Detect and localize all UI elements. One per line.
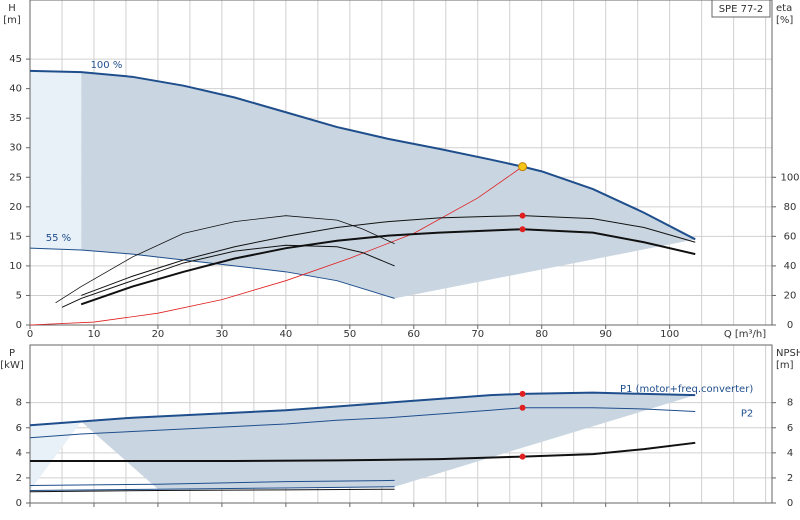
y-tick-label: 40 [9, 84, 22, 95]
operating-range-extension [30, 421, 82, 491]
y2-tick-label: 4 [787, 448, 793, 459]
y2-axis-label: NPSH [776, 348, 800, 359]
operating-point [519, 453, 526, 460]
y2-tick-label: 60 [784, 231, 797, 242]
operating-point [519, 212, 526, 219]
y-axis-label: H [8, 3, 16, 14]
y-tick-label: 4 [16, 448, 22, 459]
curve-label: P2 [741, 408, 753, 419]
y2-tick-label: 2 [787, 473, 793, 484]
y2-tick-label: 0 [787, 498, 793, 509]
x-tick-label: 70 [471, 329, 484, 340]
y-tick-label: 25 [9, 172, 22, 183]
y2-tick-label: 0 [787, 320, 793, 331]
x-tick-label: 10 [88, 329, 101, 340]
x-tick-label: 40 [279, 329, 292, 340]
curve [29, 488, 395, 493]
operating-range-extension [30, 70, 82, 250]
y2-tick-label: 40 [784, 261, 797, 272]
y-axis-label: [m] [3, 15, 21, 26]
y-tick-label: 15 [9, 231, 22, 242]
y-tick-label: 2 [16, 473, 22, 484]
x-tick-label: 80 [535, 329, 548, 340]
y2-axis-label: eta [776, 3, 792, 14]
x-tick-label: 50 [343, 329, 356, 340]
operating-point [519, 404, 526, 411]
curve [29, 486, 395, 491]
y-axis-label: [kW] [0, 360, 24, 371]
operating-point [518, 162, 528, 172]
y2-tick-label: 8 [787, 398, 793, 409]
curve-label: 100 % [91, 60, 123, 71]
y2-axis-label: [%] [776, 15, 793, 26]
y2-tick-label: 100 [780, 172, 799, 183]
x-tick-label: 20 [152, 329, 165, 340]
curve [30, 441, 696, 462]
operating-range [81, 392, 696, 490]
plot-frame [29, 0, 773, 326]
model-box [711, 0, 771, 18]
curve [80, 215, 696, 296]
plot-frame [29, 344, 773, 504]
curve [29, 69, 696, 241]
curve [55, 215, 395, 304]
y-tick-label: 10 [9, 261, 22, 272]
x-tick-label: 90 [599, 329, 612, 340]
y-tick-label: 6 [16, 423, 22, 434]
y-tick-label: 8 [16, 398, 22, 409]
x-tick-label: 30 [216, 329, 229, 340]
y2-tick-label: 80 [784, 202, 797, 213]
y2-axis-label: [m] [776, 360, 794, 371]
y-tick-label: 0 [16, 498, 22, 509]
model-label: SPE 77-2 [719, 4, 764, 15]
curve-label: P1 (motor+freq.converter) [620, 384, 753, 395]
y-tick-label: 0 [16, 320, 22, 331]
operating-point [519, 226, 526, 233]
curve [29, 166, 523, 326]
y-tick-label: 20 [9, 202, 22, 213]
curve [80, 228, 696, 306]
curve [29, 479, 395, 486]
y-tick-label: 5 [16, 290, 22, 301]
y-tick-label: 45 [9, 54, 22, 65]
x-axis-label: Q [m³/h] [724, 329, 766, 340]
curve [29, 247, 395, 299]
y-tick-label: 35 [9, 113, 22, 124]
curve-label: 55 % [46, 233, 71, 244]
operating-range [81, 72, 696, 299]
x-tick-label: 60 [407, 329, 420, 340]
operating-point [519, 390, 526, 397]
curve [29, 407, 696, 439]
y-tick-label: 30 [9, 143, 22, 154]
y-axis-label: P [9, 348, 15, 359]
x-tick-label: 0 [27, 329, 33, 340]
y2-tick-label: 6 [787, 423, 793, 434]
x-tick-label: 100 [660, 329, 679, 340]
curve [29, 391, 696, 427]
curve [61, 244, 395, 308]
y2-tick-label: 20 [784, 290, 797, 301]
